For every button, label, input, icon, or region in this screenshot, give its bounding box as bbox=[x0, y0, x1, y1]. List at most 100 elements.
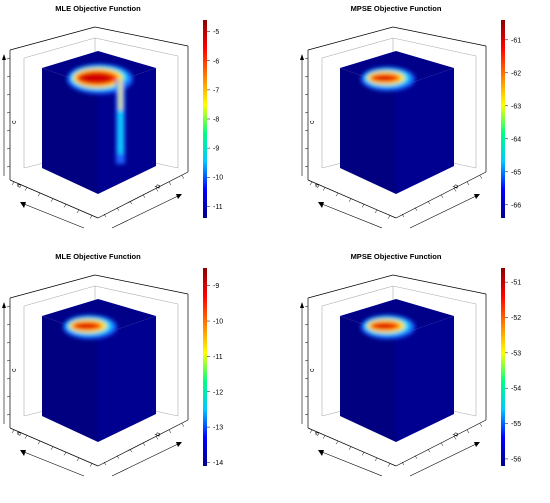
a-axis-tick bbox=[361, 204, 365, 208]
colorbar-tick-label: -5 bbox=[213, 29, 219, 36]
b-axis-tick bbox=[168, 181, 172, 186]
colorbar-ramp bbox=[203, 268, 207, 466]
c-axis-tick bbox=[6, 147, 11, 150]
colorbar-tick-label: -9 bbox=[213, 283, 219, 290]
a-axis-tick bbox=[11, 181, 15, 186]
b-axis-tick bbox=[103, 461, 107, 466]
b-axis-tick bbox=[142, 442, 146, 446]
axes bbox=[300, 54, 480, 229]
cube-left-face bbox=[42, 316, 98, 442]
a-axis-tick bbox=[11, 429, 15, 434]
b-axis-tick bbox=[440, 442, 444, 446]
hotspot bbox=[67, 64, 133, 164]
b-axis-label: b bbox=[154, 431, 162, 438]
cube-left-face bbox=[340, 68, 396, 194]
colorbar-tick-label: -11 bbox=[213, 204, 223, 211]
hotspot bbox=[361, 67, 415, 91]
plot-title: MPSE Objective Function bbox=[351, 4, 442, 13]
c-axis-tick bbox=[304, 93, 309, 96]
c-axis-label: c bbox=[309, 368, 316, 372]
colorbar-tick-label: -66 bbox=[511, 202, 521, 209]
colorbar: -61 -62 -63 -64 -65 -66 bbox=[501, 20, 521, 218]
b-axis-arrow bbox=[474, 442, 480, 447]
colorbar-tick-label: -64 bbox=[511, 136, 521, 143]
ridge-cyan bbox=[118, 80, 123, 154]
colorbar-tick-label: -51 bbox=[511, 280, 521, 287]
hotspot-core bbox=[75, 324, 97, 328]
colorbar-tick-label: -14 bbox=[213, 460, 223, 467]
a-axis-label: a bbox=[313, 431, 321, 437]
b-axis-tick bbox=[181, 175, 185, 179]
b-axis-tick bbox=[129, 201, 133, 205]
a-axis-tick bbox=[89, 215, 93, 219]
colorbar-ramp bbox=[501, 20, 505, 218]
colorbar-tick-label: -8 bbox=[213, 117, 219, 124]
ridge-yellow bbox=[119, 80, 122, 110]
plot-title: MLE Objective Function bbox=[55, 4, 141, 13]
hotspot bbox=[361, 315, 415, 339]
b-axis-tick bbox=[155, 436, 159, 440]
c-axis-tick bbox=[6, 413, 11, 416]
c-axis-tick bbox=[6, 359, 11, 362]
c-axis-tick bbox=[304, 111, 309, 114]
a-axis-label: a bbox=[313, 183, 321, 189]
cube-right-face bbox=[396, 316, 454, 442]
b-axis-tick bbox=[479, 423, 483, 427]
c-axis-tick bbox=[304, 341, 309, 344]
colorbar-tick-label: -65 bbox=[511, 169, 521, 176]
b-axis-arrow bbox=[176, 442, 182, 447]
cube-left-face bbox=[340, 316, 396, 442]
a-axis-tick bbox=[37, 193, 41, 197]
c-axis-tick bbox=[304, 129, 309, 132]
c-axis-tick bbox=[304, 57, 309, 60]
cube-left-face bbox=[42, 68, 98, 194]
cube-right-face bbox=[98, 68, 156, 194]
a-axis-arrow bbox=[318, 202, 324, 208]
c-axis-arrow bbox=[2, 54, 6, 60]
c-axis-arrow bbox=[300, 54, 304, 60]
c-axis-tick bbox=[6, 93, 11, 96]
b-axis-tick bbox=[129, 449, 133, 453]
b-axis-tick bbox=[168, 429, 172, 434]
a-axis-tick bbox=[374, 209, 378, 214]
b-axis-tick bbox=[401, 461, 405, 466]
colorbar-tick-label: -54 bbox=[511, 386, 521, 393]
colorbar: -5 -6 -7 -8 -9 -10 -11 bbox=[203, 20, 223, 218]
colorbar-tick-label: -10 bbox=[213, 175, 223, 182]
c-axis-tick bbox=[304, 323, 309, 326]
colorbar-tick-label: -7 bbox=[213, 87, 219, 94]
b-axis-label: b bbox=[452, 183, 460, 190]
b-axis-label: b bbox=[154, 183, 162, 190]
colorbar: -51 -52 -53 -54 -55 -56 bbox=[501, 268, 521, 466]
c-axis-tick bbox=[6, 395, 11, 398]
colorbar-tick-label: -10 bbox=[213, 319, 223, 326]
a-axis-tick bbox=[309, 181, 313, 186]
b-axis-tick bbox=[453, 436, 457, 440]
b-axis-tick bbox=[427, 449, 431, 453]
colorbar-tick-label: -6 bbox=[213, 58, 219, 65]
b-axis-label: b bbox=[452, 431, 460, 438]
colorbar-tick-label: -52 bbox=[511, 315, 521, 322]
a-axis-tick bbox=[63, 452, 67, 456]
c-axis-label: c bbox=[11, 120, 18, 124]
a-axis-tick bbox=[24, 187, 28, 191]
c-axis-tick bbox=[304, 165, 309, 168]
c-axis-tick bbox=[304, 147, 309, 150]
b-axis-tick bbox=[116, 207, 120, 211]
a-axis-tick bbox=[50, 446, 54, 450]
b-axis-tick bbox=[479, 175, 483, 179]
b-axis-arrow bbox=[176, 194, 182, 199]
colorbar-tick-label: -63 bbox=[511, 103, 521, 110]
a-axis-tick bbox=[361, 452, 365, 456]
a-axis-tick bbox=[335, 193, 339, 197]
a-axis-tick bbox=[348, 198, 352, 202]
c-axis-tick bbox=[6, 341, 11, 344]
colorbar-tick-label: -13 bbox=[213, 425, 223, 432]
hotspot-core bbox=[373, 324, 395, 328]
a-axis-tick bbox=[387, 215, 391, 219]
a-axis-tick bbox=[89, 463, 93, 467]
a-axis-tick bbox=[335, 441, 339, 445]
c-axis-tick bbox=[6, 305, 11, 308]
